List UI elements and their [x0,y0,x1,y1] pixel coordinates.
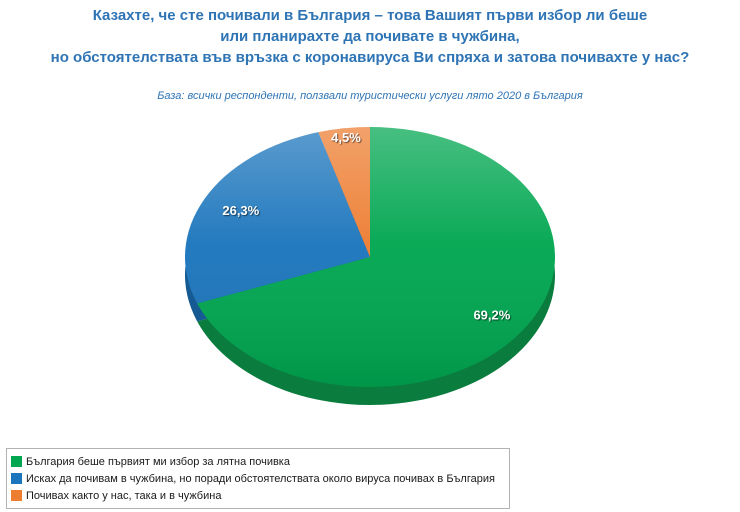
pie-value-label-1: 26,3% [222,203,259,218]
chart-title-line-1: Казахте, че сте почивали в България – то… [92,7,648,24]
chart-title-line-2: или планирахте да почивате в чужбина, [220,28,520,45]
legend: България беше първият ми избор за лятна … [6,448,510,509]
legend-swatch-blue [11,473,22,484]
chart-title: Казахте, че сте почивали в България – то… [0,5,740,68]
legend-label: Исках да почивам в чужбина, но поради об… [26,472,495,485]
chart-subtitle: База: всички респонденти, ползвали турис… [157,90,583,102]
legend-label: България беше първият ми избор за лятна … [26,455,290,468]
chart-title-line-3: но обстоятелствата във връзка с коронави… [50,49,690,66]
legend-item: България беше първият ми избор за лятна … [11,453,495,470]
legend-item: Почивах както у нас, така и в чужбина [11,487,495,504]
pie-shine-overlay [185,127,555,387]
legend-swatch-orange [11,490,22,501]
pie-value-label-2: 4,5% [331,130,361,145]
legend-swatch-green [11,456,22,467]
legend-label: Почивах както у нас, така и в чужбина [26,489,222,502]
pie-value-label-0: 69,2% [473,307,510,322]
legend-item: Исках да почивам в чужбина, но поради об… [11,470,495,487]
pie-chart: 69,2% 26,3% 4,5% [185,127,556,405]
